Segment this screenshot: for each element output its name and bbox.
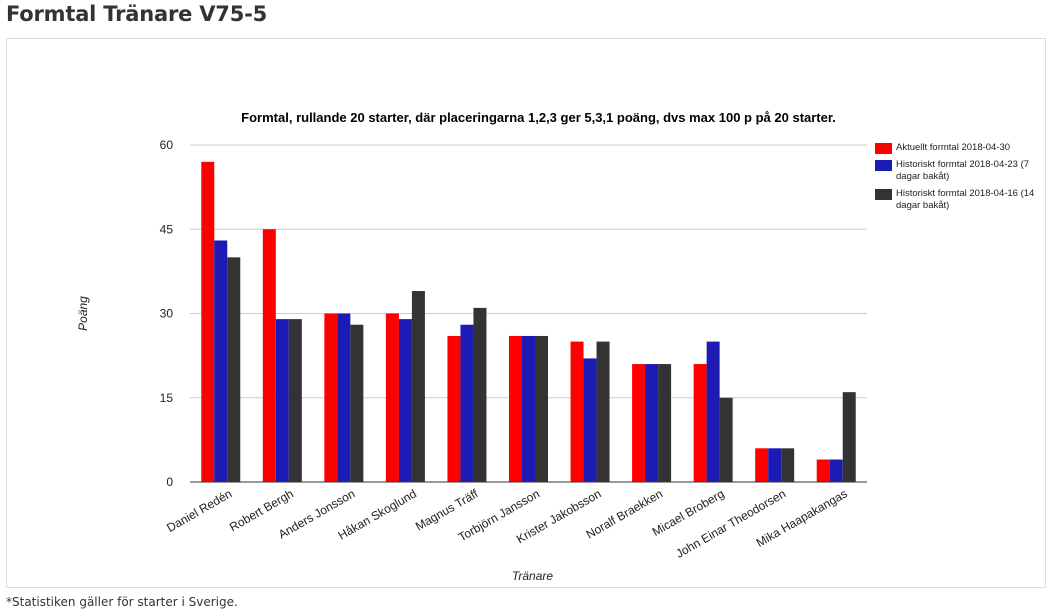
bar (227, 257, 241, 482)
bar (275, 319, 289, 482)
bar (262, 229, 276, 482)
x-axis-label: Tränare (512, 569, 553, 583)
y-axis-label: Poäng (76, 296, 90, 331)
bar (570, 341, 584, 482)
bar (693, 364, 707, 482)
bar (324, 313, 338, 482)
bar (596, 341, 610, 482)
y-tick-label: 45 (160, 222, 174, 236)
y-tick-label: 60 (160, 138, 174, 152)
bar (719, 397, 733, 482)
bar (473, 307, 487, 482)
bar (385, 313, 399, 482)
bar (337, 313, 351, 482)
legend-swatch (875, 160, 892, 171)
bar (447, 335, 461, 482)
chart-container: Formtal, rullande 20 starter, där placer… (6, 38, 1046, 588)
bar (829, 459, 843, 482)
legend-swatch (875, 143, 892, 154)
bar (816, 459, 830, 482)
bar (583, 358, 597, 482)
bar (411, 291, 425, 482)
bar (214, 240, 228, 482)
x-tick-label: Daniel Redén (164, 486, 234, 534)
bar (535, 335, 548, 482)
bar (658, 364, 672, 482)
bar (755, 448, 769, 482)
x-tick-label: John Einar Theodorsen (673, 486, 788, 560)
legend-label: Aktuellt formtal 2018-04-30 (896, 142, 1011, 153)
legend-item: Historiskt formtal 2018-04-23 (7 dagar b… (875, 159, 1047, 183)
bar (398, 319, 412, 482)
bar (509, 335, 522, 482)
bar (201, 161, 215, 482)
chart-title: Formtal, rullande 20 starter, där placer… (241, 110, 836, 125)
bar (706, 341, 720, 482)
y-tick-label: 15 (160, 391, 174, 405)
legend-item: Aktuellt formtal 2018-04-30 (875, 142, 1047, 154)
bar (632, 364, 646, 482)
legend-item: Historiskt formtal 2018-04-16 (14 dagar … (875, 188, 1047, 212)
footnote: *Statistiken gäller för starter i Sverig… (6, 595, 238, 609)
legend-label: Historiskt formtal 2018-04-16 (14 dagar … (896, 188, 1035, 211)
bar (460, 324, 474, 482)
bar (781, 448, 795, 482)
bar (522, 335, 535, 482)
bar (842, 392, 856, 482)
chart-legend: Aktuellt formtal 2018-04-30 Historiskt fo… (875, 142, 1047, 217)
y-tick-label: 0 (166, 475, 173, 489)
bar (768, 448, 782, 482)
bar-chart: Formtal, rullande 20 starter, där placer… (76, 110, 867, 583)
y-tick-label: 30 (160, 307, 174, 321)
page-title: Formtal Tränare V75-5 (6, 2, 268, 26)
bar (288, 319, 302, 482)
bar (350, 324, 364, 482)
legend-label: Historiskt formtal 2018-04-23 (7 dagar b… (896, 159, 1030, 182)
bar (645, 364, 659, 482)
legend-swatch (875, 189, 892, 200)
